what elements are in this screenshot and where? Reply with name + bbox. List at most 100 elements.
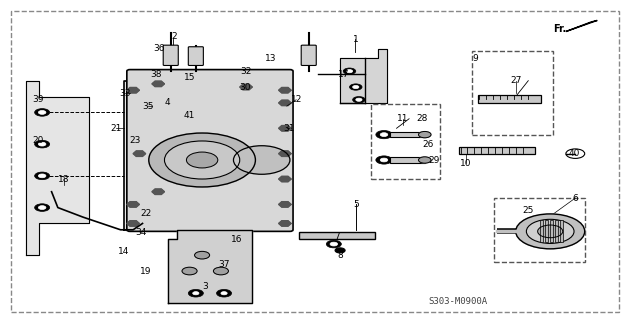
Bar [472, 51, 553, 135]
Bar [494, 198, 585, 261]
Text: 17: 17 [338, 70, 349, 79]
Text: 35: 35 [142, 101, 153, 111]
Text: 22: 22 [140, 209, 151, 219]
Polygon shape [278, 202, 291, 207]
Text: 21: 21 [110, 124, 122, 133]
Circle shape [381, 158, 387, 162]
Circle shape [182, 267, 197, 275]
Bar [299, 232, 375, 239]
Bar [390, 132, 425, 137]
Text: 20: 20 [32, 136, 43, 146]
Circle shape [35, 140, 50, 148]
Circle shape [35, 108, 50, 116]
Text: 27: 27 [510, 76, 522, 85]
Text: 34: 34 [135, 228, 146, 237]
FancyBboxPatch shape [301, 45, 316, 66]
Circle shape [234, 146, 290, 174]
Circle shape [38, 110, 46, 114]
Polygon shape [278, 176, 291, 182]
Bar [544, 220, 547, 243]
Bar [459, 147, 534, 154]
Circle shape [376, 156, 392, 164]
FancyBboxPatch shape [163, 45, 178, 66]
Circle shape [376, 131, 392, 139]
Text: 1: 1 [353, 35, 358, 44]
Polygon shape [152, 189, 164, 195]
Polygon shape [133, 151, 146, 156]
Text: 4: 4 [165, 99, 171, 108]
Polygon shape [127, 221, 139, 226]
Polygon shape [123, 71, 290, 230]
Text: 14: 14 [118, 247, 129, 257]
Text: 36: 36 [154, 44, 165, 53]
Text: 30: 30 [239, 83, 251, 92]
Text: 23: 23 [129, 136, 140, 146]
Text: 28: 28 [416, 114, 427, 123]
Circle shape [418, 132, 431, 138]
Circle shape [195, 252, 210, 259]
Bar [559, 220, 563, 243]
Circle shape [38, 174, 46, 178]
Polygon shape [278, 151, 291, 156]
Text: 16: 16 [231, 235, 243, 244]
Bar [554, 220, 558, 243]
FancyBboxPatch shape [188, 47, 203, 66]
Polygon shape [278, 125, 291, 131]
FancyBboxPatch shape [127, 69, 293, 231]
Text: 39: 39 [32, 95, 43, 104]
Polygon shape [168, 230, 252, 303]
Text: 18: 18 [59, 174, 70, 184]
Circle shape [326, 240, 341, 248]
Circle shape [188, 289, 203, 297]
Bar [372, 105, 440, 179]
Circle shape [221, 292, 227, 295]
Text: 38: 38 [151, 70, 162, 79]
Circle shape [335, 248, 345, 253]
Text: 15: 15 [184, 73, 195, 82]
Circle shape [353, 85, 359, 89]
Circle shape [35, 204, 50, 212]
Polygon shape [127, 202, 139, 207]
Text: 19: 19 [140, 267, 151, 276]
Circle shape [330, 242, 338, 246]
Text: 41: 41 [184, 111, 195, 120]
Text: 10: 10 [460, 159, 471, 168]
Text: 29: 29 [428, 156, 440, 164]
Text: 2: 2 [171, 32, 176, 41]
Circle shape [217, 289, 232, 297]
Text: 11: 11 [397, 114, 409, 123]
Polygon shape [340, 49, 387, 103]
Text: 37: 37 [219, 260, 230, 269]
Polygon shape [278, 87, 291, 93]
Bar [549, 220, 553, 243]
Polygon shape [127, 87, 139, 93]
Text: 33: 33 [119, 89, 130, 98]
Bar [539, 220, 542, 243]
Text: Fr.: Fr. [553, 24, 566, 35]
Circle shape [418, 157, 431, 163]
Circle shape [350, 84, 362, 90]
Bar [390, 157, 425, 163]
Polygon shape [278, 100, 291, 106]
Circle shape [38, 206, 46, 210]
Circle shape [186, 152, 218, 168]
Text: 7: 7 [334, 232, 340, 241]
Text: 6: 6 [573, 194, 578, 203]
Polygon shape [240, 84, 252, 90]
Text: S303-M0900A: S303-M0900A [428, 297, 487, 306]
Circle shape [35, 172, 50, 180]
Text: 8: 8 [337, 251, 343, 260]
Text: 40: 40 [568, 149, 580, 158]
Text: 32: 32 [240, 67, 252, 76]
Text: 13: 13 [265, 54, 277, 63]
Circle shape [38, 142, 46, 146]
Text: 9: 9 [472, 54, 478, 63]
Circle shape [527, 219, 574, 244]
Bar [478, 95, 541, 103]
Circle shape [164, 141, 240, 179]
Circle shape [356, 98, 362, 101]
Text: 3: 3 [202, 282, 208, 292]
Circle shape [214, 267, 229, 275]
Text: 31: 31 [283, 124, 294, 133]
Circle shape [149, 133, 255, 187]
